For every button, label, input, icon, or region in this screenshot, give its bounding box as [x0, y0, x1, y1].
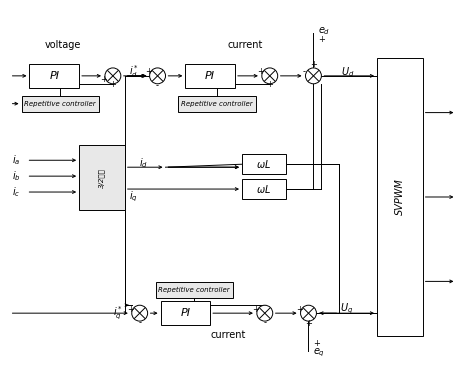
Text: $i_b$: $i_b$ [11, 169, 20, 183]
Text: SVPWM: SVPWM [395, 179, 405, 215]
Text: +: + [109, 80, 116, 89]
Text: +: + [257, 67, 264, 76]
Text: current: current [210, 330, 246, 340]
Text: $i_d$: $i_d$ [139, 156, 148, 170]
Text: $U_d$: $U_d$ [341, 65, 355, 79]
Text: voltage: voltage [45, 40, 82, 50]
Text: +: + [296, 305, 303, 314]
Bar [242, 179, 286, 199]
Text: 3/2变换: 3/2变换 [99, 168, 105, 188]
Text: $e_q$: $e_q$ [313, 347, 326, 359]
Text: +: + [128, 305, 134, 314]
Text: +: + [253, 305, 259, 314]
Text: Repetitive controller: Repetitive controller [182, 101, 253, 107]
Text: +: + [313, 339, 320, 348]
Text: -: - [303, 67, 306, 76]
Bar [377, 58, 423, 336]
Text: current: current [227, 40, 263, 50]
Circle shape [150, 68, 165, 84]
Text: $U_q$: $U_q$ [340, 302, 353, 316]
Circle shape [262, 68, 278, 84]
Text: $i_q^*$: $i_q^*$ [113, 305, 123, 322]
Text: +: + [305, 319, 312, 328]
Text: +: + [100, 75, 108, 84]
Circle shape [301, 305, 317, 321]
Text: PI: PI [49, 71, 59, 81]
Circle shape [132, 305, 147, 321]
Text: +: + [266, 80, 273, 89]
Bar [242, 154, 286, 174]
Text: -: - [156, 81, 159, 90]
Bar [185, 64, 235, 88]
Bar [21, 96, 99, 112]
Circle shape [306, 68, 321, 84]
Text: $e_d$: $e_d$ [319, 25, 331, 37]
Circle shape [105, 68, 121, 84]
Circle shape [257, 305, 273, 321]
Text: $\omega L$: $\omega L$ [256, 158, 271, 170]
Text: +: + [310, 60, 317, 69]
Text: Repetitive controller: Repetitive controller [25, 101, 96, 107]
Text: Repetitive controller: Repetitive controller [158, 287, 230, 293]
Bar [29, 64, 79, 88]
Text: $i_q$: $i_q$ [129, 190, 138, 204]
Text: $i_a$: $i_a$ [11, 153, 20, 167]
Bar [161, 301, 210, 325]
Text: PI: PI [205, 71, 215, 81]
Text: $i_c$: $i_c$ [11, 185, 20, 199]
Bar [178, 96, 256, 112]
Text: +: + [319, 34, 325, 44]
Text: -: - [138, 319, 141, 328]
Text: +: + [145, 67, 152, 76]
Text: PI: PI [181, 308, 191, 318]
Bar [155, 282, 233, 298]
Text: -: - [263, 319, 266, 328]
Bar [79, 145, 125, 210]
Text: $i_d^*$: $i_d^*$ [129, 64, 139, 80]
Text: $\omega L$: $\omega L$ [256, 183, 271, 195]
